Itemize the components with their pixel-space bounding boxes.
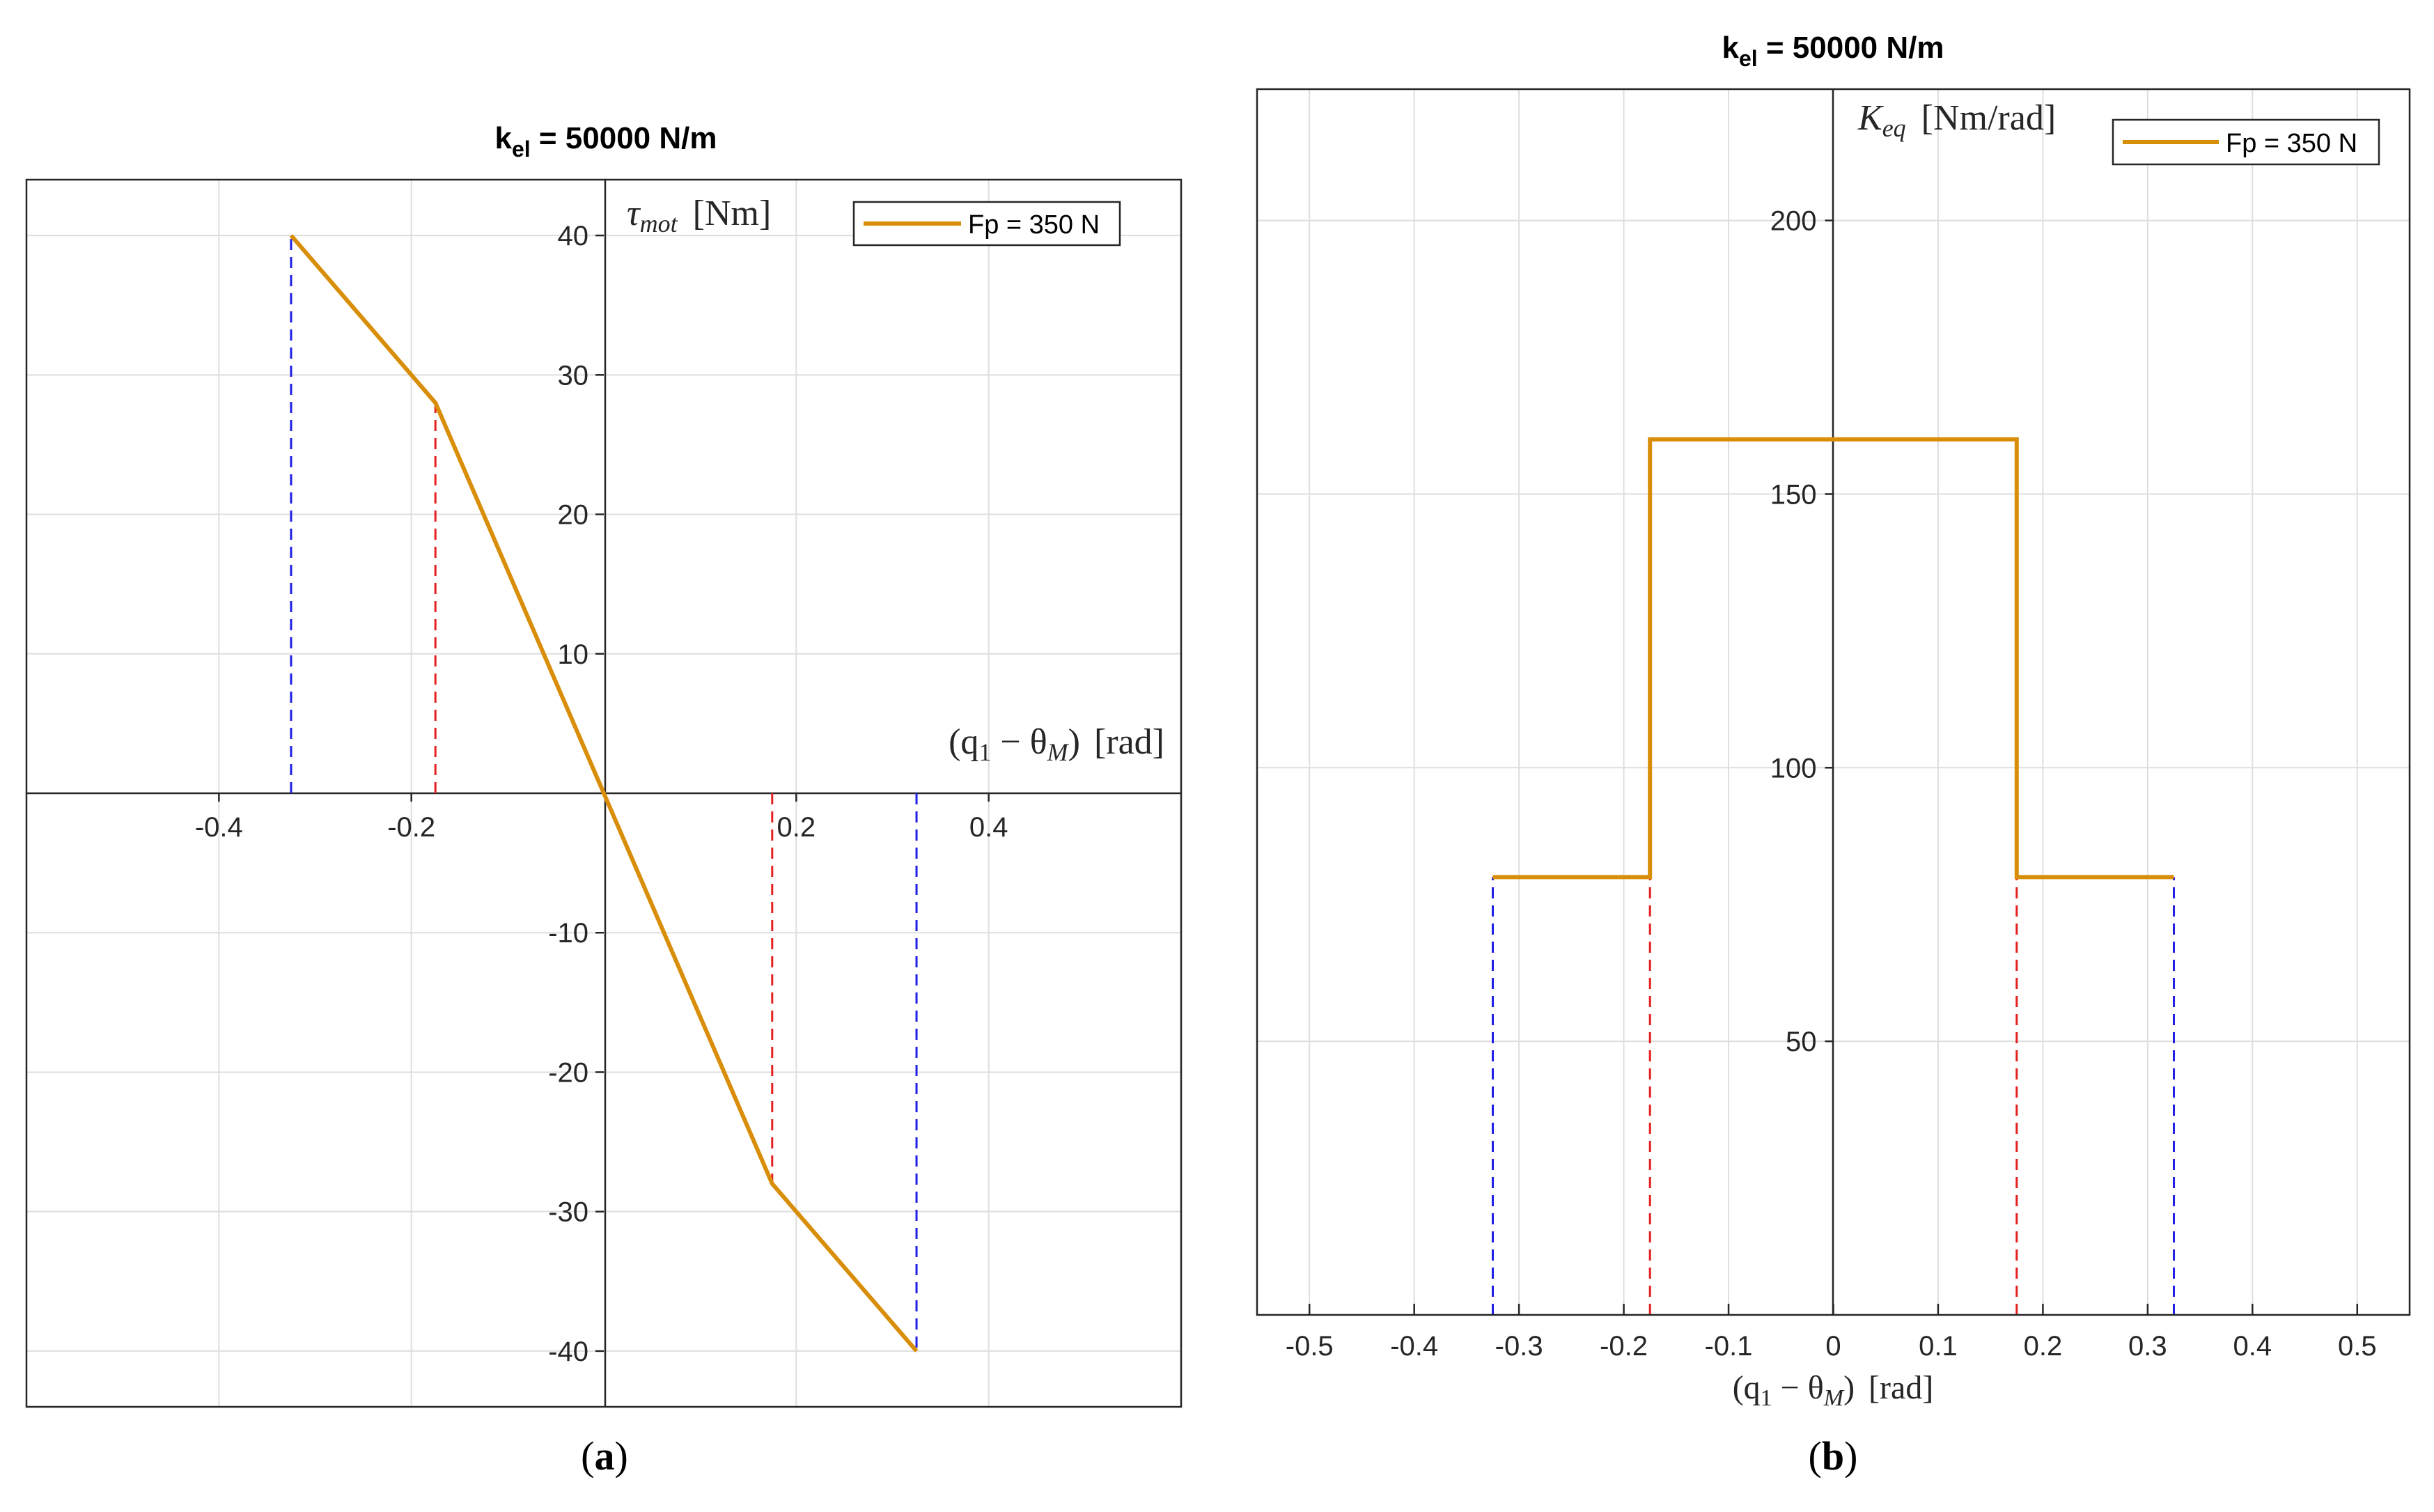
panel-b: kel = 50000 N/m -0.5 -0.4 -0.3 -0.2 -0.1 0 0.1…	[1256, 31, 2411, 1479]
panel-b-series	[1492, 437, 2174, 880]
panel-b-frame	[1256, 88, 2411, 1316]
panel-b-title: kel = 50000 N/m	[1722, 31, 1944, 71]
panel-b-x-tick-label: -0.2	[1600, 1331, 1648, 1362]
panel-a-x-tick-label: -0.4	[195, 812, 243, 843]
panel-a-title: kel = 50000 N/m	[494, 121, 717, 162]
panel-b-series-line	[1492, 437, 2174, 880]
panel-a-frame	[25, 178, 1183, 1408]
panel-b-y-tick-label: 50	[1786, 1027, 1817, 1057]
panel-a-y-tick-label: 30	[558, 360, 589, 391]
panel-b-x-tick-label: 0.3	[2128, 1331, 2167, 1362]
panel-b-limit-lines	[1492, 877, 2175, 1315]
panel-a-x-label: (q1 − θM) [rad]	[949, 722, 1164, 766]
panel-b-x-label: (q1 − θM) [rad]	[1733, 1369, 1934, 1411]
panel-a-x-tick-label: 0.4	[969, 812, 1008, 843]
panel-b-caption: (b)	[1809, 1433, 1858, 1479]
panel-a-y-tick-label: 10	[558, 639, 589, 670]
panel-a-y-label: τmot [Nm]	[627, 194, 771, 237]
panel-b-x-tick-label: 0.1	[1919, 1331, 1958, 1362]
panel-b-legend-label: Fp = 350 N	[2226, 129, 2357, 158]
panel-a-series-line	[289, 234, 919, 1353]
panel-a-x-tick-label: -0.2	[387, 812, 435, 843]
panel-b-y-tick-labels: 50 100 150 200	[1770, 206, 1834, 1057]
panel-b-x-tick-labels: -0.5 -0.4 -0.3 -0.2 -0.1 0 0.1 0.2 0.3 0.4 0.5	[1286, 1304, 2377, 1362]
panel-b-y-tick-label: 100	[1770, 753, 1817, 784]
panel-b-y-label: Keq [Nm/rad]	[1857, 98, 2056, 142]
panel-a-y-tick-label: -40	[548, 1336, 588, 1367]
panel-b-x-tick-label: 0	[1825, 1331, 1841, 1362]
panel-a-legend-label: Fp = 350 N	[968, 210, 1100, 240]
panel-b-x-tick-label: -0.5	[1286, 1331, 1334, 1362]
panel-b-y-tick-label: 200	[1770, 206, 1817, 237]
panel-b-x-tick-label: 0.4	[2233, 1331, 2272, 1362]
panel-b-legend: Fp = 350 N	[2112, 118, 2380, 166]
panel-a-y-tick-label: -30	[548, 1197, 588, 1228]
panel-a-series	[289, 234, 919, 1353]
panel-b-y-tick-label: 150	[1770, 479, 1817, 510]
panel-a-y-tick-label: 40	[558, 221, 589, 251]
panel-a-x-tick-label: 0.2	[777, 812, 816, 843]
panel-b-x-tick-label: -0.4	[1390, 1331, 1438, 1362]
panel-a-y-tick-label: 20	[558, 500, 589, 531]
panel-a-legend: Fp = 350 N	[852, 201, 1121, 247]
panel-a-limit-lines	[290, 235, 918, 1351]
panel-a-y-tick-labels: -40 -30 -20 -10 10 20 30 40	[548, 221, 604, 1367]
panel-a: kel = 50000 N/m -0.4 -0.2 0.2 0.4 -40 -30 -20…	[25, 121, 1183, 1479]
panel-a-caption: (a)	[581, 1433, 628, 1479]
panel-a-y-tick-label: -10	[548, 918, 588, 949]
panel-b-x-tick-label: 0.2	[2024, 1331, 2063, 1362]
panel-a-y-tick-label: -20	[548, 1057, 588, 1088]
panel-b-x-tick-label: 0.5	[2338, 1331, 2377, 1362]
panel-b-x-tick-label: -0.1	[1705, 1331, 1753, 1362]
panel-a-x-tick-labels: -0.4 -0.2 0.2 0.4	[195, 793, 1008, 843]
panel-b-x-tick-label: -0.3	[1495, 1331, 1543, 1362]
